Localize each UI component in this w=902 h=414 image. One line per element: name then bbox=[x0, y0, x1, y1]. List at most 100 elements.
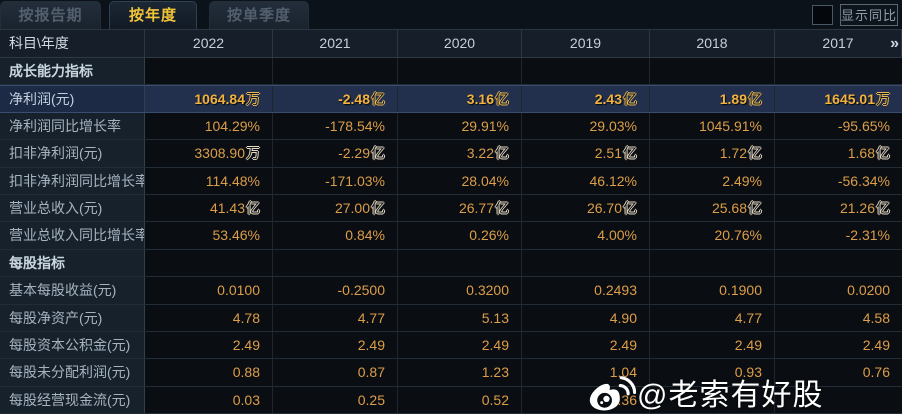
table-row: 基本每股收益(元) 0.0100 -0.2500 0.3200 0.2493 0… bbox=[0, 277, 902, 305]
tab-by-year[interactable]: 按年度 bbox=[109, 1, 197, 29]
value-cell: 114.48% bbox=[145, 167, 273, 194]
value-cell: -2.48亿 bbox=[273, 86, 398, 113]
value-cell: 104.29% bbox=[145, 112, 273, 140]
table-row: 营业总收入同比增长率 53.46% 0.84% 0.26% 4.00% 20.7… bbox=[0, 222, 902, 250]
year-column-header: 2018 bbox=[650, 30, 775, 57]
value-cell: 26.77亿 bbox=[398, 194, 522, 222]
value-cell bbox=[398, 249, 522, 277]
table-row: 营业总收入(元) 41.43亿 27.00亿 26.77亿 26.70亿 25.… bbox=[0, 194, 902, 223]
year-column-header: 2021 bbox=[273, 30, 398, 57]
row-label: 营业总收入(元) bbox=[0, 194, 145, 222]
show-yoy-checkbox[interactable] bbox=[812, 5, 833, 25]
value-cell: 20.76% bbox=[650, 222, 775, 249]
value-cell: 0.88 bbox=[145, 359, 273, 386]
section-row: 成长能力指标 bbox=[0, 58, 902, 86]
value-cell bbox=[145, 58, 273, 85]
value-cell: 0.3200 bbox=[398, 277, 522, 304]
period-tab-bar: 按报告期 按年度 按单季度 显示同比 bbox=[0, 0, 902, 30]
value-cell: 4.77 bbox=[650, 304, 775, 331]
value-cell: -171.03% bbox=[273, 167, 398, 194]
row-label: 每股资本公积金(元) bbox=[0, 331, 145, 359]
value-cell bbox=[273, 249, 398, 277]
value-cell: 1.89亿 bbox=[650, 86, 775, 113]
year-column-header: 2019 bbox=[522, 30, 650, 57]
value-cell bbox=[650, 249, 775, 277]
value-cell: -56.34% bbox=[775, 167, 902, 194]
value-cell: 1.68亿 bbox=[775, 140, 902, 167]
table-row: 每股未分配利润(元) 0.88 0.87 1.23 1.04 0.93 0.76 bbox=[0, 359, 902, 387]
value-cell: 46.12% bbox=[522, 167, 650, 194]
table-row: 每股净资产(元) 4.78 4.77 5.13 4.90 4.77 4.58 bbox=[0, 304, 902, 332]
row-label: 每股指标 bbox=[0, 249, 145, 277]
value-cell bbox=[522, 249, 650, 277]
row-label: 每股未分配利润(元) bbox=[0, 359, 145, 386]
table-row: 净利润(元) 1064.84万 -2.48亿 3.16亿 2.43亿 1.89亿… bbox=[0, 85, 902, 113]
value-cell: 2.49 bbox=[398, 331, 522, 359]
value-cell: 0.03 bbox=[145, 386, 273, 414]
value-cell: 2.49% bbox=[650, 167, 775, 194]
year-column-header: 2022 bbox=[145, 30, 273, 57]
value-cell: 27.00亿 bbox=[273, 194, 398, 222]
value-cell: 41.43亿 bbox=[145, 194, 273, 222]
value-cell: 53.46% bbox=[145, 222, 273, 249]
value-cell: 0.36 bbox=[522, 386, 650, 414]
tab-by-report-period[interactable]: 按报告期 bbox=[0, 1, 101, 29]
row-label: 净利润(元) bbox=[0, 86, 145, 113]
value-cell: 0.0100 bbox=[145, 277, 273, 304]
table-row: 每股资本公积金(元) 2.49 2.49 2.49 2.49 2.49 2.49 bbox=[0, 331, 902, 360]
year-column-header: 2017 bbox=[775, 30, 902, 57]
row-label: 扣非净利润同比增长率 bbox=[0, 167, 145, 194]
value-cell: 1045.91% bbox=[650, 112, 775, 140]
table-row: 扣非净利润(元) 3308.90万 -2.29亿 3.22亿 2.51亿 1.7… bbox=[0, 140, 902, 168]
value-cell: 0.76 bbox=[775, 359, 902, 386]
value-cell bbox=[522, 58, 650, 85]
row-label: 每股经营现金流(元) bbox=[0, 386, 145, 414]
show-yoy-button[interactable]: 显示同比 bbox=[840, 4, 898, 26]
row-label: 扣非净利润(元) bbox=[0, 140, 145, 167]
corner-header: 科目\年度 bbox=[0, 30, 145, 57]
value-cell: 2.49 bbox=[650, 331, 775, 359]
value-cell: -95.65% bbox=[775, 112, 902, 140]
value-cell bbox=[145, 249, 273, 277]
year-column-header: 2020 bbox=[398, 30, 522, 57]
value-cell: 5.13 bbox=[398, 304, 522, 331]
row-label: 营业总收入同比增长率 bbox=[0, 222, 145, 249]
value-cell bbox=[398, 58, 522, 85]
value-cell: 4.77 bbox=[273, 304, 398, 331]
value-cell: 2.43亿 bbox=[522, 86, 650, 113]
table-row: 每股经营现金流(元) 0.03 0.25 0.52 0.36 bbox=[0, 386, 902, 414]
table-row: 净利润同比增长率 104.29% -178.54% 29.91% 29.03% … bbox=[0, 112, 902, 141]
value-cell bbox=[775, 58, 902, 85]
value-cell: 1.23 bbox=[398, 359, 522, 386]
value-cell: 4.58 bbox=[775, 304, 902, 331]
value-cell: 3.22亿 bbox=[398, 140, 522, 167]
table-header-row: 科目\年度 2022 2021 2020 2019 2018 2017 » bbox=[0, 30, 902, 58]
value-cell: 25.68亿 bbox=[650, 194, 775, 222]
value-cell: 0.87 bbox=[273, 359, 398, 386]
value-cell bbox=[650, 58, 775, 85]
tab-by-quarter[interactable]: 按单季度 bbox=[209, 1, 309, 29]
value-cell: 0.2493 bbox=[522, 277, 650, 304]
value-cell: -2.29亿 bbox=[273, 140, 398, 167]
value-cell bbox=[273, 58, 398, 85]
value-cell bbox=[775, 249, 902, 277]
value-cell: 1064.84万 bbox=[145, 86, 273, 113]
value-cell: 29.03% bbox=[522, 112, 650, 140]
value-cell: -178.54% bbox=[273, 112, 398, 140]
value-cell: 3308.90万 bbox=[145, 140, 273, 167]
table-body: 成长能力指标 净利润(元) 1064.84万 -2.48亿 3.16亿 2.43… bbox=[0, 58, 902, 414]
value-cell: 29.91% bbox=[398, 112, 522, 140]
section-row: 每股指标 bbox=[0, 249, 902, 278]
value-cell bbox=[775, 386, 902, 414]
row-label: 净利润同比增长率 bbox=[0, 112, 145, 140]
value-cell: 0.0200 bbox=[775, 277, 902, 304]
value-cell: -0.2500 bbox=[273, 277, 398, 304]
value-cell: 28.04% bbox=[398, 167, 522, 194]
value-cell: 4.00% bbox=[522, 222, 650, 249]
value-cell: 2.49 bbox=[522, 331, 650, 359]
value-cell: 2.49 bbox=[775, 331, 902, 359]
more-columns-icon[interactable]: » bbox=[890, 35, 899, 52]
value-cell: 2.51亿 bbox=[522, 140, 650, 167]
row-label: 每股净资产(元) bbox=[0, 304, 145, 331]
